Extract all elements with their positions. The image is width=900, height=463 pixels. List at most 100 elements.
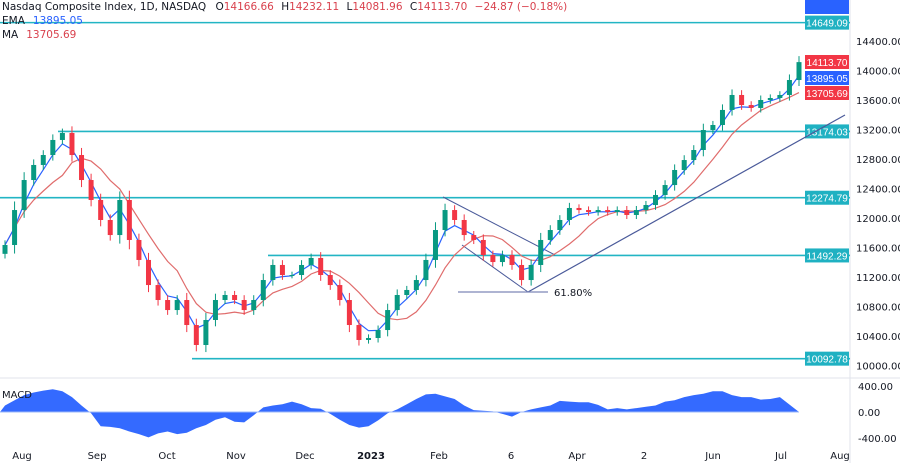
price-tick-label: 14000.00 <box>856 67 900 78</box>
price-tick-label: 11200.00 <box>856 273 900 284</box>
price-tick-label: 14400.00 <box>856 37 900 48</box>
candle-body <box>423 259 429 281</box>
candle-body <box>117 200 123 236</box>
candle-body <box>203 319 209 345</box>
price-tick-label: 12400.00 <box>856 185 900 196</box>
symbol-title: Nasdaq Composite Index, 1D, NASDAQ <box>2 1 207 13</box>
candle-body <box>21 180 27 211</box>
candle-body <box>519 264 525 281</box>
candle-body <box>719 109 725 126</box>
macd-tick-label: 0.00 <box>858 408 880 419</box>
macd-legend[interactable]: MACD <box>2 390 32 401</box>
candle-body <box>318 257 324 276</box>
candle-body <box>461 219 467 236</box>
low-label: L <box>346 1 353 13</box>
close-price-tag <box>805 55 849 69</box>
candle-body <box>605 210 611 213</box>
candle-body <box>653 194 659 206</box>
date-tick-label: Oct <box>158 451 175 462</box>
date-tick-label: Apr <box>568 451 586 462</box>
date-tick-label: Aug <box>830 451 850 462</box>
candle-body <box>107 219 113 236</box>
ema-legend[interactable]: EMA 13895.05 <box>2 15 83 27</box>
candle-body <box>432 230 438 260</box>
date-tick-label: 6 <box>508 451 514 462</box>
candle-body <box>796 62 802 81</box>
ema-value: 13895.05 <box>32 15 83 27</box>
macd-tick-label: -400.00 <box>858 434 897 445</box>
change-value: −24.87 (−0.18%) <box>474 1 568 13</box>
candle-body <box>452 210 458 220</box>
level-price-label: 10092.78 <box>806 355 848 366</box>
level-price-tag <box>805 351 849 366</box>
candle-body <box>566 207 572 220</box>
date-tick-label: 2 <box>641 451 647 462</box>
candle-body <box>193 325 199 345</box>
symbol-legend: Nasdaq Composite Index, 1D, NASDAQ O1416… <box>2 1 567 13</box>
candle-body <box>394 294 400 311</box>
level-price-label: 11492.29 <box>807 251 848 262</box>
candle-body <box>2 244 8 254</box>
level-price-label: 14649.09 <box>806 19 848 30</box>
candle-body <box>184 300 190 326</box>
candle-body <box>327 275 333 286</box>
candle-body <box>155 285 161 301</box>
candle-body <box>499 255 505 263</box>
date-tick-label: 2023 <box>357 451 385 462</box>
candle-body <box>614 210 620 213</box>
price-tick-label: 12800.00 <box>856 155 900 166</box>
low-value: 14081.96 <box>352 1 403 13</box>
macd-value-label: 229.64 <box>812 0 843 3</box>
candle-body <box>547 230 553 240</box>
candle-body <box>767 98 773 100</box>
price-tick-label: 11600.00 <box>856 244 900 255</box>
candle-body <box>710 125 716 131</box>
candle-body <box>413 280 419 290</box>
candle-body <box>739 94 745 106</box>
candle-body <box>40 155 46 165</box>
candle-body <box>624 210 630 215</box>
price-tick-label: 10400.00 <box>856 332 900 343</box>
candle-body <box>69 132 75 156</box>
price-tick-label: 10000.00 <box>856 362 900 373</box>
candle-body <box>12 210 18 245</box>
level-price-tag <box>805 190 849 205</box>
candle-body <box>346 300 352 326</box>
candle-body <box>251 300 257 311</box>
candle-body <box>786 80 792 95</box>
fib-level-label: 61.80% <box>554 288 592 299</box>
candle-body <box>643 205 649 211</box>
macd-value-tag <box>805 0 849 14</box>
candle-body <box>700 130 706 151</box>
ema-value-tag-label: 13895.05 <box>806 74 848 85</box>
level-price-tag <box>805 248 849 263</box>
high-value: 14232.11 <box>289 1 340 13</box>
price-tick-label: 13600.00 <box>856 96 900 107</box>
price-tick-label: 12000.00 <box>856 214 900 225</box>
ma-legend[interactable]: MA 13705.69 <box>2 29 76 41</box>
date-tick-label: Nov <box>226 451 246 462</box>
candle-body <box>241 300 247 311</box>
level-price-label: 12274.79 <box>806 194 848 205</box>
level-price-tag <box>805 124 849 139</box>
ema-value-tag <box>805 71 849 85</box>
candle-body <box>471 235 477 240</box>
candle-body <box>595 210 601 213</box>
candle-body <box>31 164 37 181</box>
candle-body <box>662 185 668 195</box>
date-tick-label: Dec <box>295 451 314 462</box>
ma-line <box>4 92 800 321</box>
candle-body <box>404 289 410 295</box>
candle-body <box>758 100 764 108</box>
date-tick-label: Jun <box>704 451 721 462</box>
candle-body <box>385 310 391 331</box>
candle-body <box>337 285 343 301</box>
candle-body <box>50 139 56 156</box>
candle-body <box>375 330 381 338</box>
ema-line <box>4 75 800 332</box>
candle-body <box>260 280 266 301</box>
candle-body <box>136 239 142 260</box>
candle-body <box>165 300 171 311</box>
candle-body <box>681 160 687 170</box>
